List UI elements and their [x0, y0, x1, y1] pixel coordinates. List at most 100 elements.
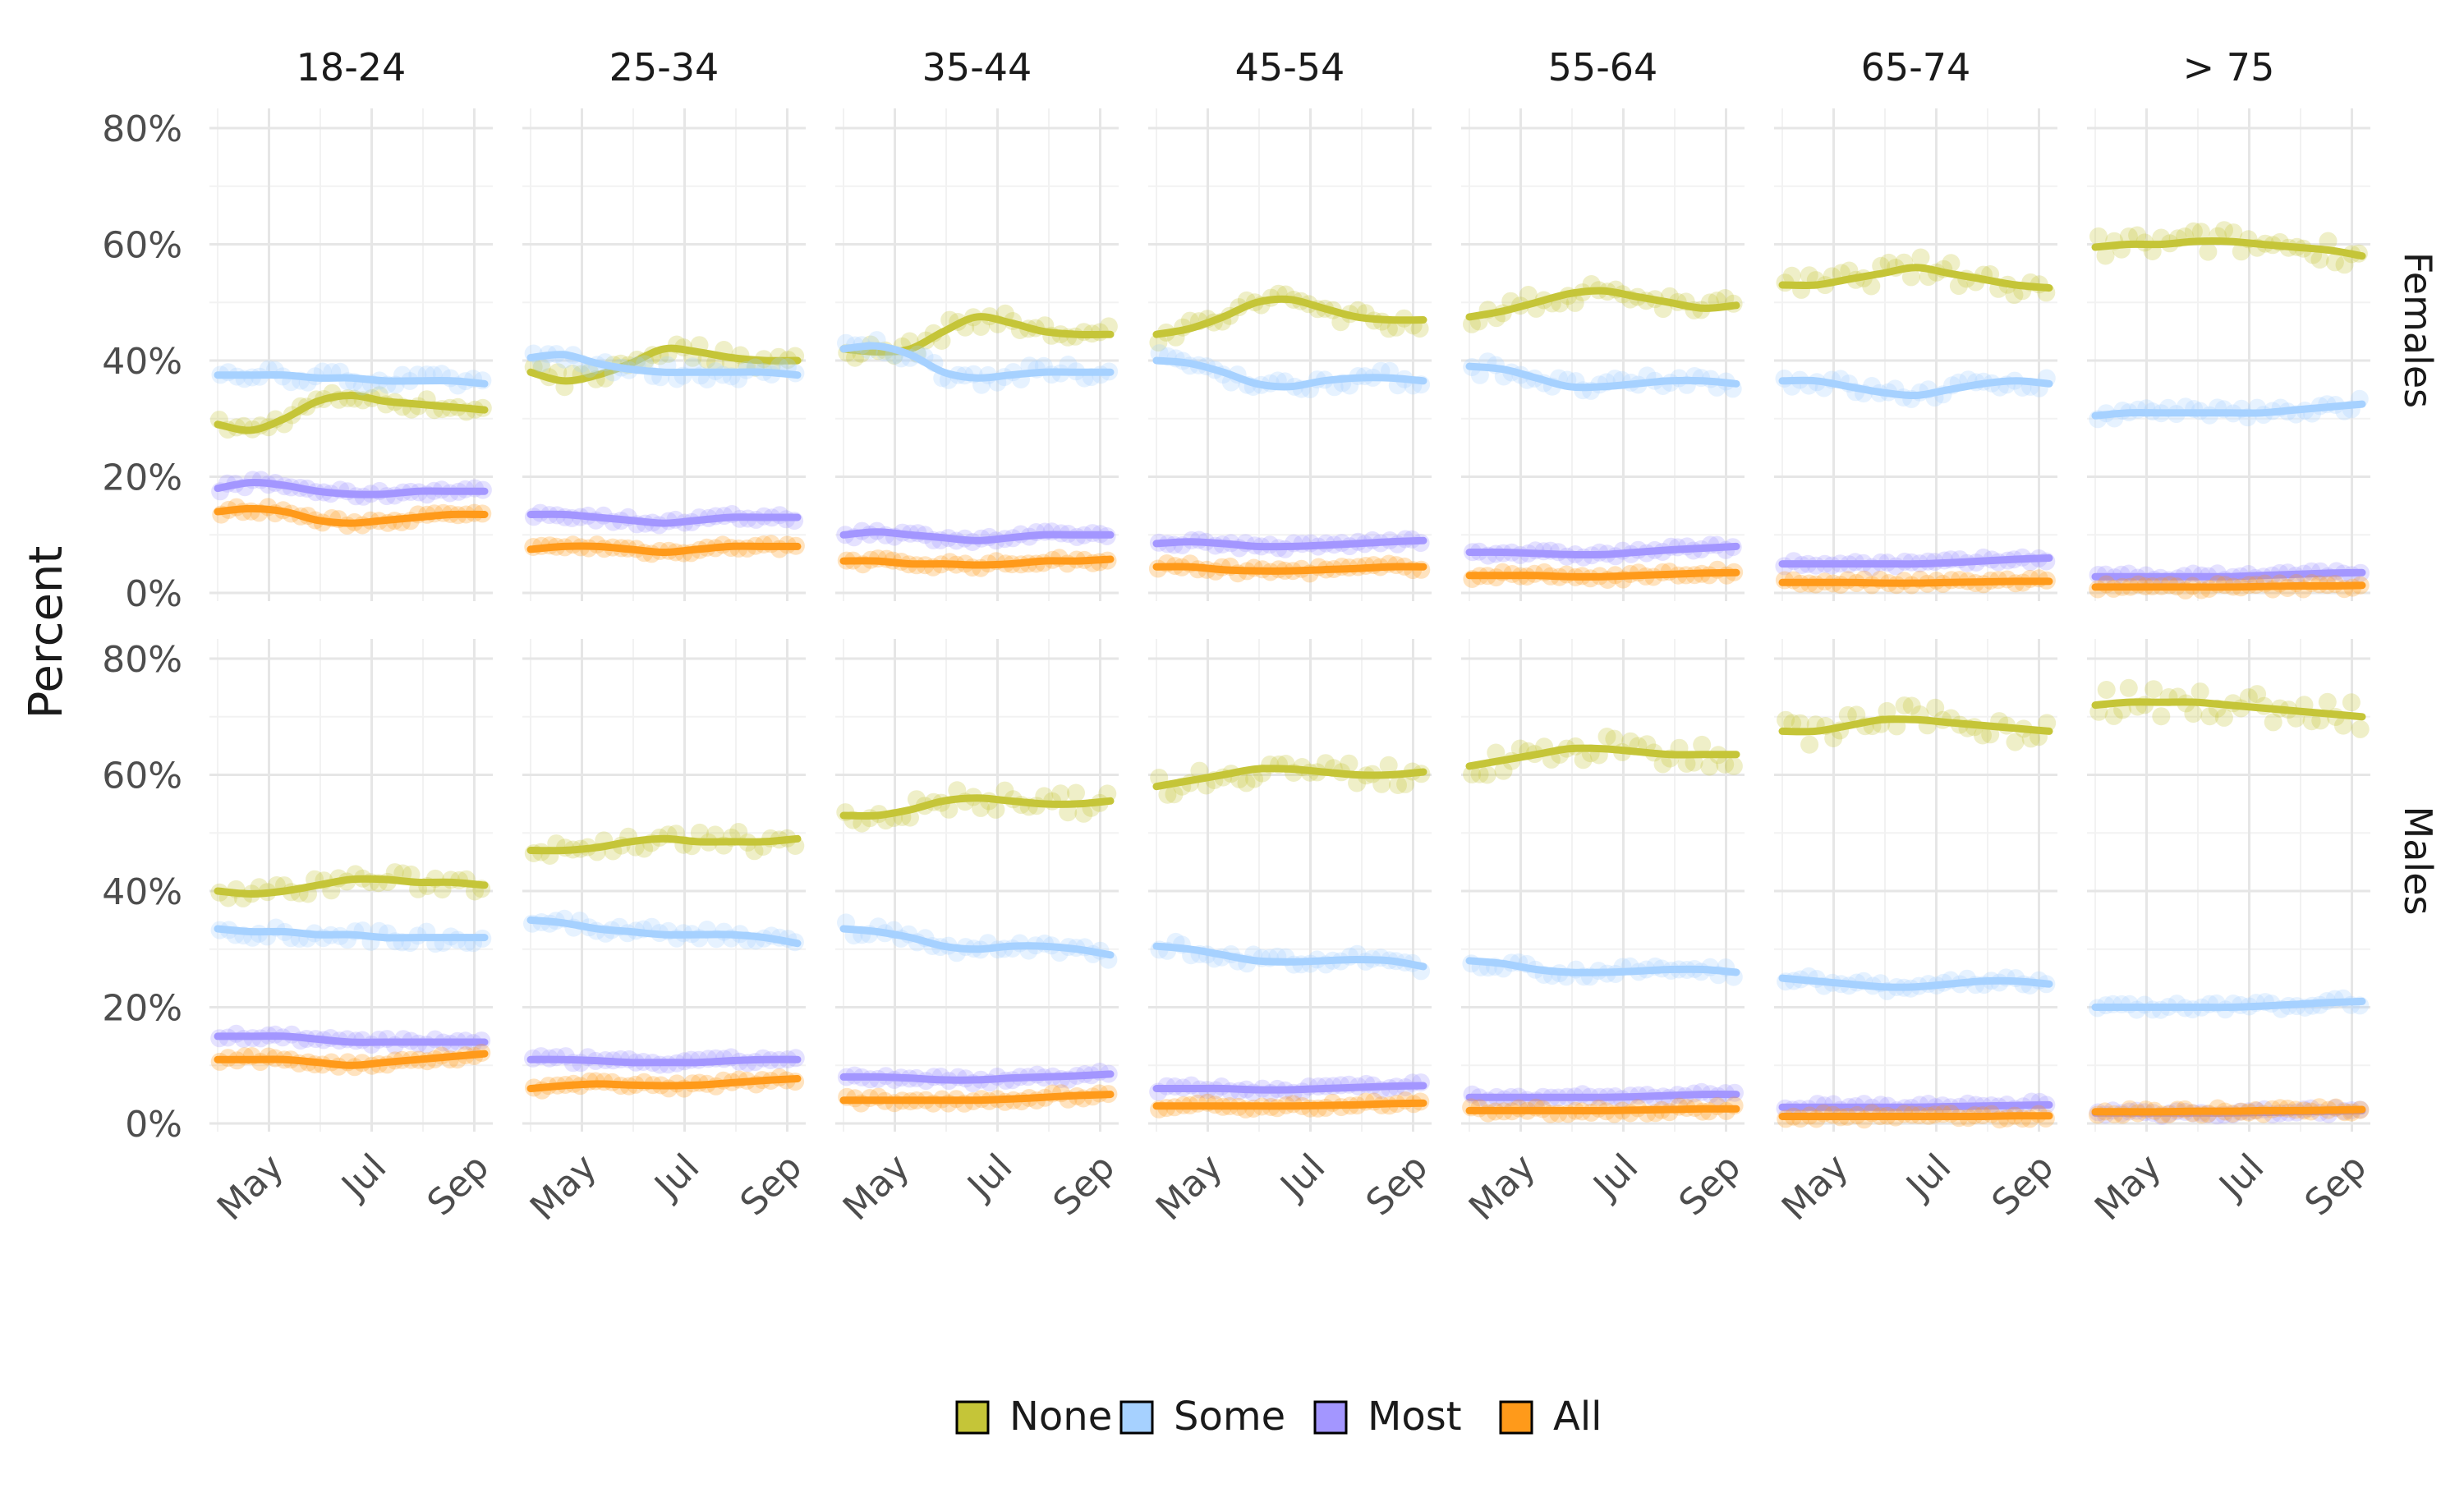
panel-series-females-1 — [524, 335, 805, 563]
x-tick-label: Sep — [733, 1146, 811, 1224]
legend: None Some Most All — [955, 1394, 1602, 1440]
y-axis: 0% 20% 40% 60% 80% 0% 20% 40% 60% 80% — [102, 108, 182, 1146]
series-line-most — [1465, 1091, 1740, 1101]
data-point-none — [1800, 266, 1818, 285]
series-line-most — [526, 510, 802, 527]
y-tick-label: 40% — [102, 341, 182, 383]
data-point-none — [995, 781, 1014, 800]
data-point-none — [2334, 716, 2352, 735]
x-tick-label: Sep — [1984, 1146, 2062, 1224]
data-point-none — [1926, 698, 1945, 717]
data-point-none — [1838, 705, 1857, 724]
data-point-none — [1519, 286, 1538, 304]
series-line-none — [2091, 698, 2366, 721]
points-none — [1463, 275, 1743, 333]
data-point-none — [1379, 756, 1398, 774]
legend-item-none: None — [955, 1394, 1112, 1440]
series-line-some — [1465, 957, 1740, 976]
series-line-some — [214, 370, 489, 388]
series-line-none — [1152, 295, 1427, 338]
data-point-none — [2006, 733, 2025, 751]
x-tick-label: May — [1774, 1146, 1856, 1229]
data-point-none — [1074, 804, 1093, 823]
series-line-none — [1465, 744, 1740, 770]
data-point-none — [1317, 754, 1335, 773]
series-line-all — [1778, 1112, 2053, 1121]
x-tick-label: Jul — [333, 1146, 395, 1209]
legend-swatch-all — [1499, 1400, 1533, 1435]
series-line-none — [214, 875, 489, 898]
data-point-none — [745, 842, 764, 861]
legend-swatch-some — [1119, 1400, 1154, 1435]
panel-series-females-2 — [836, 304, 1119, 577]
panel-series-males-3 — [1149, 754, 1431, 1119]
series-line-all — [839, 1091, 1115, 1105]
panel-males-3 — [1148, 639, 1432, 1132]
y-tick-label: 60% — [102, 225, 182, 267]
data-point-none — [2335, 255, 2354, 274]
data-point-none — [1565, 293, 1584, 312]
data-point-none — [1693, 735, 1712, 754]
facet-label-row-males: Males — [2396, 806, 2440, 916]
data-point-none — [2342, 693, 2361, 712]
series-line-none — [526, 834, 802, 855]
x-axis: May Jul Sep May Jul Sep May Jul Sep May Jul Sep May J… — [209, 1146, 2374, 1229]
data-point-none — [986, 800, 1005, 819]
data-point-none — [2128, 226, 2147, 245]
series-line-none — [1778, 715, 2053, 736]
legend-swatch-none — [955, 1400, 990, 1435]
data-point-none — [972, 798, 991, 817]
series-line-all — [1465, 568, 1740, 581]
data-point-none — [1621, 732, 1640, 751]
series-line-most — [839, 1070, 1115, 1084]
data-point-none — [2248, 685, 2267, 704]
data-point-none — [2096, 246, 2115, 265]
series-line-some — [1778, 376, 2053, 400]
data-point-none — [1862, 277, 1881, 296]
data-point-none — [1777, 710, 1795, 729]
panel-females-5 — [1774, 108, 2057, 601]
series-line-some — [1465, 362, 1740, 392]
data-point-none — [1237, 774, 1256, 792]
data-point-none — [1800, 735, 1819, 754]
panel-males-5 — [1774, 639, 2057, 1132]
data-point-none — [972, 318, 991, 336]
series-line-some — [526, 916, 802, 948]
x-tick-label: Jul — [1271, 1146, 1334, 1209]
series-line-some — [2091, 997, 2366, 1012]
data-point-none — [2302, 712, 2321, 731]
data-point-none — [1410, 319, 1429, 338]
panel-series-males-5 — [1776, 696, 2057, 1129]
data-point-none — [1847, 705, 1866, 724]
series-line-none — [1152, 765, 1427, 791]
series-line-most — [1465, 542, 1740, 559]
series-line-most — [214, 479, 489, 498]
series-line-most — [214, 1032, 489, 1046]
data-point-none — [1574, 751, 1593, 769]
y-tick-label: 0% — [125, 573, 182, 615]
data-point-none — [2184, 222, 2203, 241]
panel-females-6 — [2087, 108, 2370, 601]
data-point-none — [2264, 713, 2282, 732]
data-point-none — [1716, 755, 1735, 774]
data-point-none — [1677, 754, 1696, 773]
data-point-none — [1245, 769, 1264, 788]
series-line-some — [526, 351, 802, 379]
series-line-all — [526, 542, 802, 557]
x-tick-label: Jul — [2210, 1146, 2273, 1209]
data-point-none — [1791, 714, 1809, 733]
series-line-none — [2091, 237, 2366, 260]
series-line-most — [839, 528, 1115, 544]
data-point-none — [2318, 692, 2337, 711]
data-point-none — [2152, 707, 2171, 726]
y-tick-label: 0% — [125, 1104, 182, 1146]
data-point-none — [1824, 729, 1843, 747]
series-line-none — [1465, 287, 1740, 321]
panel-series-males-0 — [210, 863, 492, 1077]
y-axis-title: Percent — [20, 546, 73, 719]
panel-females-3 — [1148, 108, 1432, 601]
panel-males-6 — [2087, 639, 2370, 1132]
data-point-none — [2199, 242, 2218, 261]
data-point-none — [2351, 719, 2370, 738]
series-line-all — [1778, 577, 2053, 587]
